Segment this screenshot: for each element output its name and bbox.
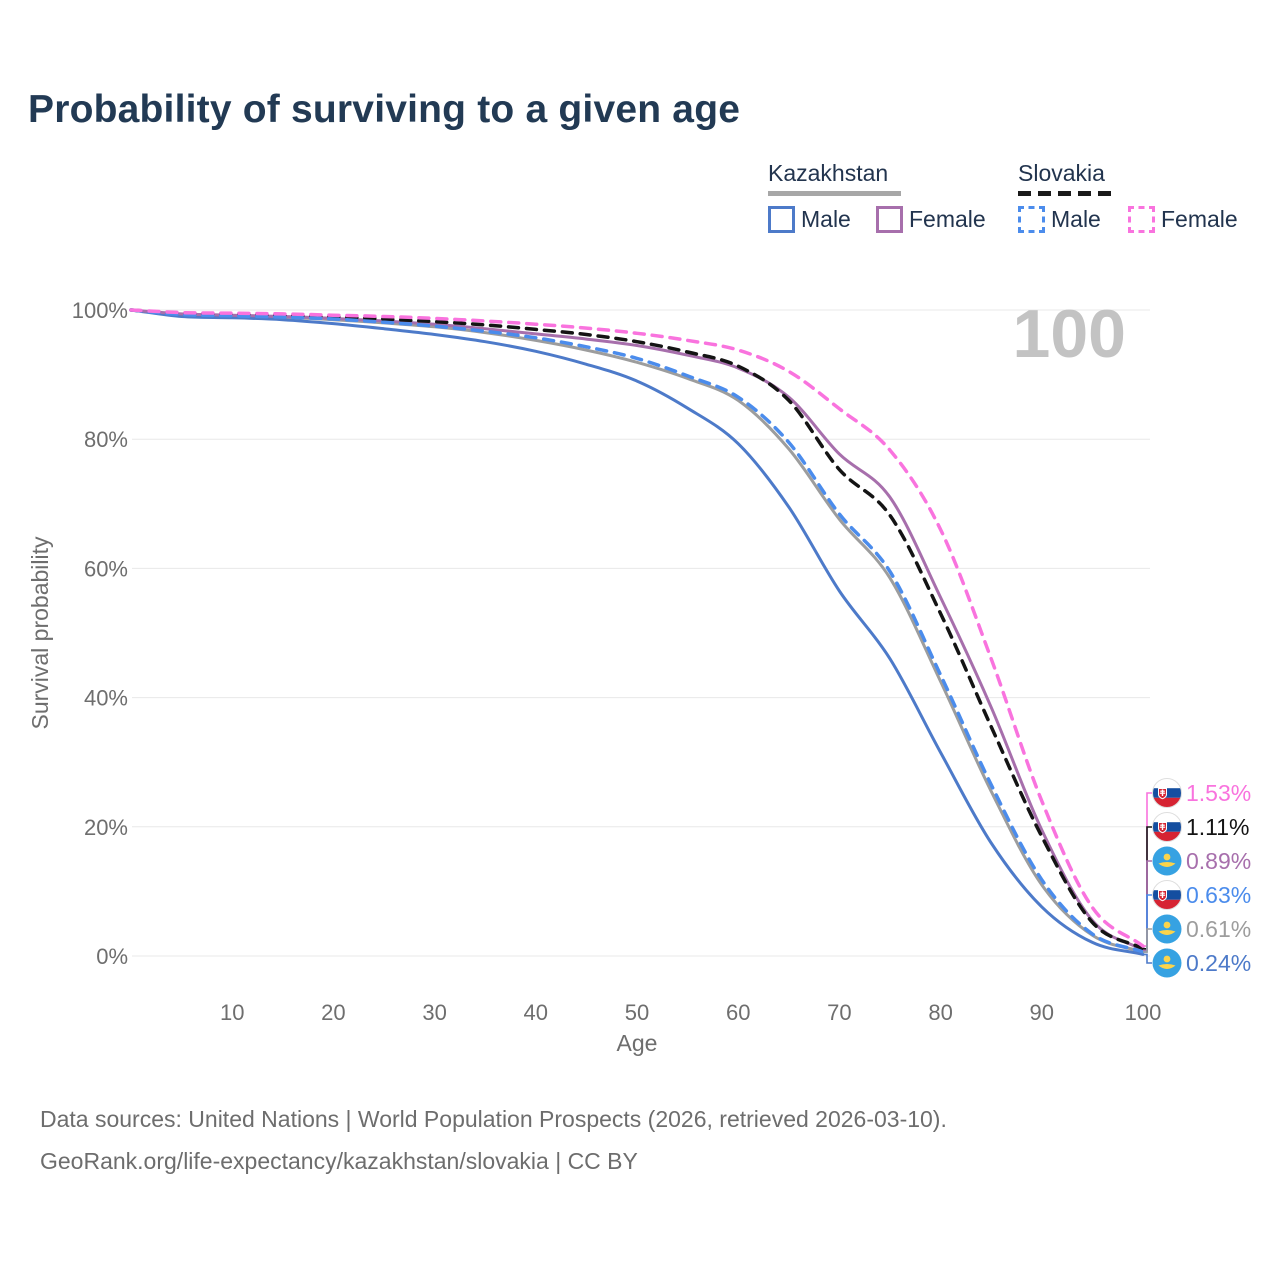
legend-swatch-kazakhstan-male: [768, 206, 795, 233]
legend-swatch-kazakhstan-female: [876, 206, 903, 233]
y-tick-label: 80%: [84, 427, 128, 452]
connector-kazakhstan: [1143, 928, 1152, 953]
y-tick-label: 40%: [84, 686, 128, 711]
y-tick-label: 0%: [96, 944, 128, 969]
x-tick-label: 20: [321, 1000, 345, 1025]
x-tick-label: 40: [524, 1000, 548, 1025]
slovakia-dashed-line-swatch: [1018, 191, 1117, 196]
legend-label-kazakhstan-male: Male: [801, 206, 851, 232]
slovakia-flag-icon: [1152, 778, 1182, 808]
y-tick-label: 60%: [84, 556, 128, 581]
x-tick-label: 90: [1030, 1000, 1054, 1025]
x-tick-label: 10: [220, 1000, 244, 1025]
end-value-kazakhstan: 0.61%: [1186, 916, 1251, 942]
x-axis-title: Age: [617, 1030, 658, 1056]
curve-kazakhstan-female: [129, 308, 1145, 952]
legend-label-slovakia-female: Female: [1161, 206, 1238, 232]
end-value-slovakia-male: 0.63%: [1186, 882, 1251, 908]
kazakhstan-flag-icon: [1152, 948, 1182, 978]
end-value-kazakhstan-male: 0.24%: [1186, 950, 1251, 976]
slovakia-flag-icon: [1152, 812, 1182, 842]
x-tick-label: 80: [928, 1000, 952, 1025]
kazakhstan-flag-icon: [1152, 846, 1182, 876]
age-watermark: 100: [1013, 296, 1126, 372]
legend-swatch-slovakia-male: [1018, 206, 1045, 233]
slovakia-flag-icon: [1152, 880, 1182, 910]
kazakhstan-solid-line-swatch: [768, 191, 901, 196]
legend-label-slovakia-male: Male: [1051, 206, 1101, 232]
x-tick-label: 60: [726, 1000, 750, 1025]
end-value-labels: 1.53% 1.11% 0.89% 0.63% 0.61% 0.24%: [1186, 780, 1251, 976]
connector-kazakhstan-male: [1143, 953, 1152, 964]
x-tick-label: 50: [625, 1000, 649, 1025]
x-tick-label: 30: [422, 1000, 446, 1025]
curve-slovakia: [129, 308, 1145, 951]
page-title: Probability of surviving to a given age: [28, 88, 741, 131]
end-value-slovakia: 1.11%: [1186, 814, 1250, 840]
attribution-text: GeoRank.org/life-expectancy/kazakhstan/s…: [40, 1148, 638, 1174]
y-tick-label: 20%: [84, 815, 128, 840]
x-tick-label: 100: [1125, 1000, 1162, 1025]
survival-curves: [129, 308, 1145, 956]
y-axis-title: Survival probability: [27, 536, 53, 730]
gridlines: [132, 309, 1150, 957]
end-value-slovakia-female: 1.53%: [1186, 780, 1251, 806]
legend-label-kazakhstan-female: Female: [909, 206, 986, 232]
curve-kazakhstan: [129, 308, 1145, 954]
end-value-kazakhstan-female: 0.89%: [1186, 848, 1251, 874]
curve-slovakia-female: [129, 308, 1145, 948]
legend-group-slovakia: Slovakia: [1018, 160, 1105, 186]
kazakhstan-flag-icon: [1152, 914, 1182, 944]
legend-group-kazakhstan: Kazakhstan: [768, 160, 889, 186]
y-axis-tick-labels: 0% 20% 40% 60% 80% 100%: [72, 298, 128, 969]
end-label-connectors: [1143, 792, 1152, 964]
y-tick-label: 100%: [72, 298, 128, 323]
legend-swatch-slovakia-female: [1128, 206, 1155, 233]
data-sources-text: Data sources: United Nations | World Pop…: [40, 1106, 947, 1132]
x-axis-tick-labels: 10 20 30 40 50 60 70 80 90 100: [220, 1000, 1161, 1025]
x-tick-label: 70: [827, 1000, 851, 1025]
curve-slovakia-male: [129, 308, 1145, 954]
curve-kazakhstan-male: [129, 308, 1145, 956]
